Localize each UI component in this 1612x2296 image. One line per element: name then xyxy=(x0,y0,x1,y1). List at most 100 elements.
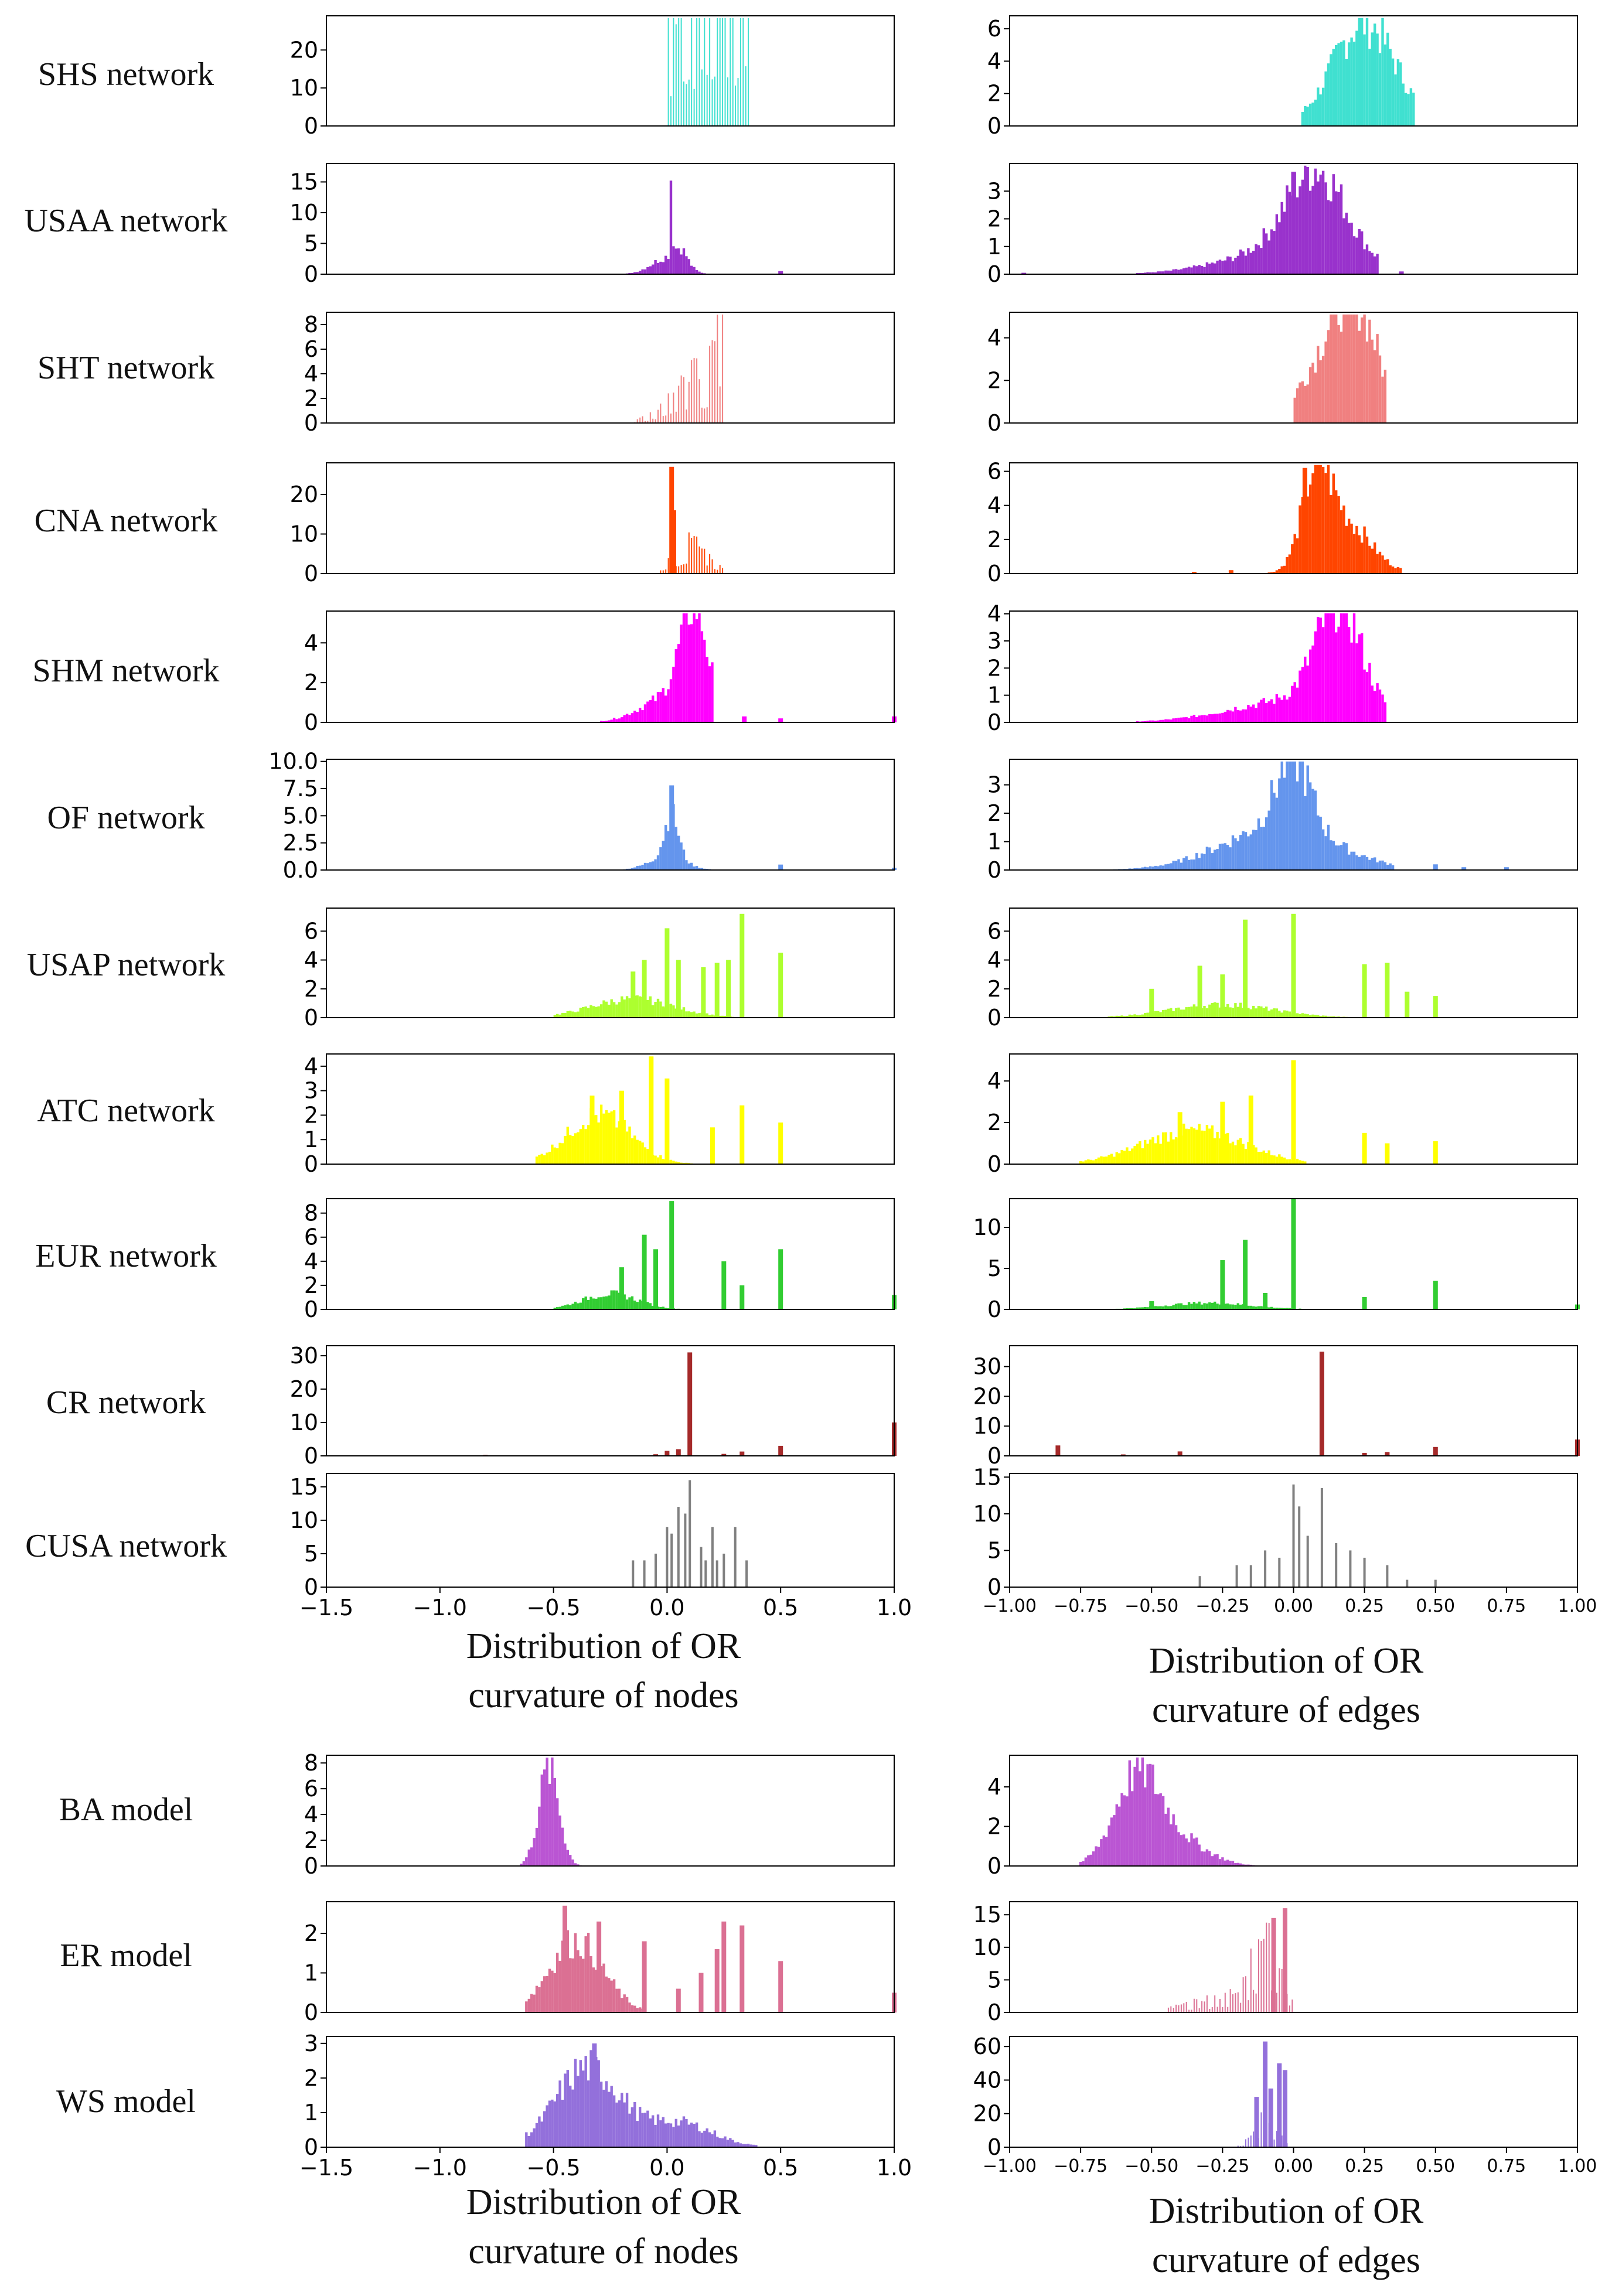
bar xyxy=(589,2050,592,2147)
bar xyxy=(558,1014,561,1018)
bar xyxy=(522,1861,526,1866)
bar xyxy=(592,1006,595,1018)
bars xyxy=(1237,2041,1288,2147)
bar xyxy=(1296,1013,1299,1018)
bar xyxy=(1118,1153,1121,1164)
y-tick-label: 1 xyxy=(987,683,1001,708)
bar xyxy=(633,2005,636,2012)
bar xyxy=(558,1960,561,2012)
bar-spike xyxy=(619,1090,624,1164)
bar xyxy=(595,1970,598,2012)
bar xyxy=(1211,1302,1214,1309)
bar xyxy=(1126,1796,1129,1866)
bar xyxy=(612,1290,616,1309)
bar xyxy=(1319,618,1322,722)
bar xyxy=(1190,1833,1193,1866)
bar-spike xyxy=(1263,1293,1268,1309)
bar xyxy=(1170,863,1173,870)
bar xyxy=(558,1142,561,1164)
bar xyxy=(1363,855,1366,870)
bar xyxy=(1146,1144,1149,1164)
bar xyxy=(1141,1307,1144,1309)
bar xyxy=(1211,2007,1213,2012)
bar xyxy=(1260,1306,1263,1309)
bar xyxy=(662,688,664,722)
bar xyxy=(664,255,667,274)
bar xyxy=(748,18,749,126)
bar-spike xyxy=(1363,1557,1366,1587)
bar xyxy=(1249,1864,1252,1866)
bar xyxy=(724,18,726,126)
y-tick-label: 20 xyxy=(973,1383,1001,1409)
bar xyxy=(1218,1007,1222,1018)
bar xyxy=(564,2073,567,2147)
bar xyxy=(1141,272,1144,274)
bar xyxy=(533,2128,536,2147)
bar-spike xyxy=(632,1560,635,1587)
bar xyxy=(1330,494,1332,574)
plot-frame xyxy=(326,1755,895,1867)
bar xyxy=(1097,1157,1100,1164)
bar xyxy=(1128,1151,1131,1164)
y-tick-label: 2 xyxy=(987,367,1001,393)
bar xyxy=(1187,718,1191,722)
bar xyxy=(608,1295,611,1309)
x-tick-label: 0.25 xyxy=(1345,1596,1384,1616)
bar xyxy=(672,246,675,274)
bar xyxy=(1174,269,1178,274)
bar-spike xyxy=(711,1527,714,1587)
y-tick-label: 0 xyxy=(304,561,318,586)
bar xyxy=(1203,1303,1206,1309)
y-tick-label: 2 xyxy=(987,1110,1001,1135)
bar xyxy=(1363,669,1366,722)
plot-frame xyxy=(326,2036,895,2148)
bar xyxy=(1376,334,1379,423)
bar xyxy=(1296,197,1299,274)
bar xyxy=(628,2002,631,2012)
bar xyxy=(608,1978,611,2012)
bar xyxy=(1301,1161,1304,1164)
bar xyxy=(709,18,711,126)
bar xyxy=(1299,761,1301,870)
bar xyxy=(610,999,613,1018)
bar xyxy=(1275,1008,1279,1018)
bar xyxy=(1321,1015,1325,1018)
x-tick-label: −1.5 xyxy=(299,2155,353,2181)
bar xyxy=(706,565,708,574)
bar xyxy=(556,1307,559,1309)
bar xyxy=(1226,1133,1229,1164)
bar xyxy=(1321,87,1325,126)
bar xyxy=(1330,54,1332,126)
bar xyxy=(1358,857,1361,870)
bar xyxy=(1293,682,1296,722)
bar-spike xyxy=(778,864,783,870)
bar xyxy=(1174,1825,1178,1866)
bar xyxy=(610,1290,613,1309)
bar xyxy=(1324,341,1327,423)
row-label-cr: CR network xyxy=(46,1384,206,1421)
bar xyxy=(1340,184,1343,274)
bar xyxy=(1242,2145,1244,2147)
bar xyxy=(1107,1825,1110,1866)
bar xyxy=(1270,229,1273,274)
bar xyxy=(1214,1138,1216,1164)
bar xyxy=(1330,201,1332,274)
row-label-usaa: USAA network xyxy=(24,203,228,239)
bar xyxy=(556,1953,559,2012)
bar xyxy=(1216,1304,1219,1309)
bar xyxy=(701,407,703,423)
bar xyxy=(1253,2131,1255,2147)
row-label-ws: WS model xyxy=(56,2083,196,2120)
bar xyxy=(1234,1305,1237,1309)
bar xyxy=(1345,59,1348,126)
bar xyxy=(1164,270,1167,274)
bar xyxy=(659,1306,662,1309)
bar xyxy=(566,1127,569,1164)
y-tick-label: 8 xyxy=(304,312,318,337)
bar xyxy=(1144,866,1147,870)
bar xyxy=(669,1004,673,1018)
bar xyxy=(1286,1159,1289,1164)
y-tick-label: 3 xyxy=(987,628,1001,654)
